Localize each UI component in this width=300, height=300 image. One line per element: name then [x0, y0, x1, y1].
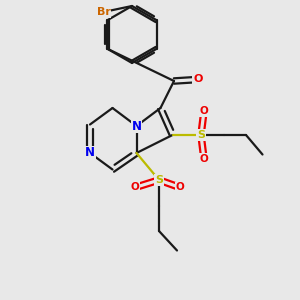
Text: O: O [176, 182, 184, 193]
Text: S: S [155, 175, 163, 185]
Text: N: N [85, 146, 95, 160]
Text: Br: Br [97, 7, 110, 17]
Text: O: O [200, 106, 208, 116]
Text: O: O [130, 182, 140, 193]
Text: O: O [193, 74, 203, 85]
Text: S: S [197, 130, 205, 140]
Text: N: N [131, 119, 142, 133]
Text: O: O [200, 154, 208, 164]
